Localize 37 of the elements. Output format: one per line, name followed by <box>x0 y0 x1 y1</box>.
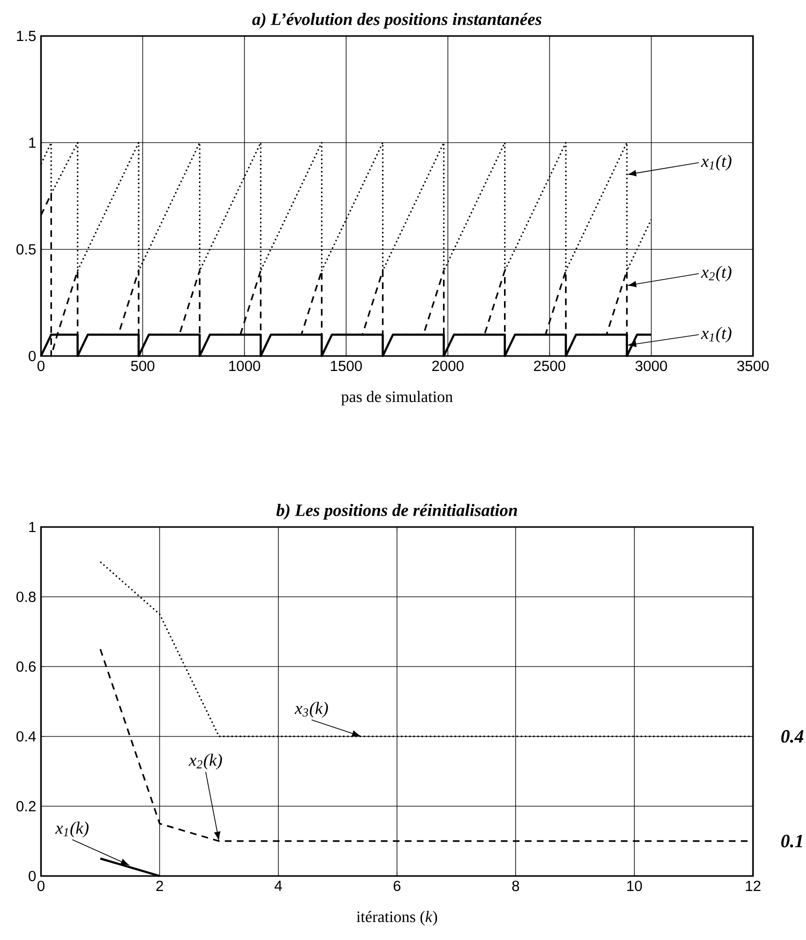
x-tick-label: 10 <box>627 880 642 892</box>
chart-title: b) Les positions de réinitialisation <box>276 504 518 520</box>
x-axis-title: itérations (k) <box>356 910 438 926</box>
x-tick-label: 2 <box>156 880 164 891</box>
annotation: x$_{1}$(t) <box>700 326 732 343</box>
y-tick-label: 0.2 <box>16 801 36 812</box>
y-tick-label: 0 <box>28 870 36 882</box>
annotation: x$_{1}$(k) <box>55 822 89 838</box>
x-tick-label: 1500 <box>330 360 362 372</box>
y-tick-label: 0.8 <box>16 592 36 602</box>
y-tick-label: 0 <box>28 350 36 362</box>
y-tick-label: 0.4 <box>16 731 36 742</box>
x-tick-label: 8 <box>512 880 520 892</box>
annotation: x$_{2}$(k) <box>188 754 222 770</box>
x-tick-label: 2000 <box>432 360 464 372</box>
annotation: x$_{3}$(k) <box>294 702 328 718</box>
y-tick-label: 0.6 <box>16 661 36 672</box>
annotation: 0.4 <box>781 730 804 743</box>
x-tick-label: 1000 <box>229 360 260 372</box>
x-tick-label: 0 <box>38 880 45 892</box>
x-tick-label: 3000 <box>636 360 668 372</box>
annotation: x$_{2}$(t) <box>700 266 732 282</box>
x-tick-label: 500 <box>131 360 154 372</box>
annotation: x$_{1}$(t) <box>700 154 732 171</box>
y-tick-label: 0.5 <box>16 244 36 255</box>
x-tick-label: 4 <box>274 880 282 891</box>
y-tick-label: 1 <box>29 138 36 148</box>
x-tick-label: 2500 <box>534 360 566 372</box>
x-tick-label: 3500 <box>737 360 769 372</box>
annotation: 0.1 <box>781 834 802 848</box>
x-tick-label: 12 <box>746 880 760 891</box>
y-tick-label: 1.5 <box>17 30 36 42</box>
x-tick-label: 6 <box>394 880 400 892</box>
chart-title: a) L’évolution des positions instantanées <box>252 12 542 29</box>
x-tick-label: 0 <box>38 360 45 372</box>
y-tick-label: 1 <box>29 522 36 532</box>
x-axis-title: pas de simulation <box>341 390 453 406</box>
